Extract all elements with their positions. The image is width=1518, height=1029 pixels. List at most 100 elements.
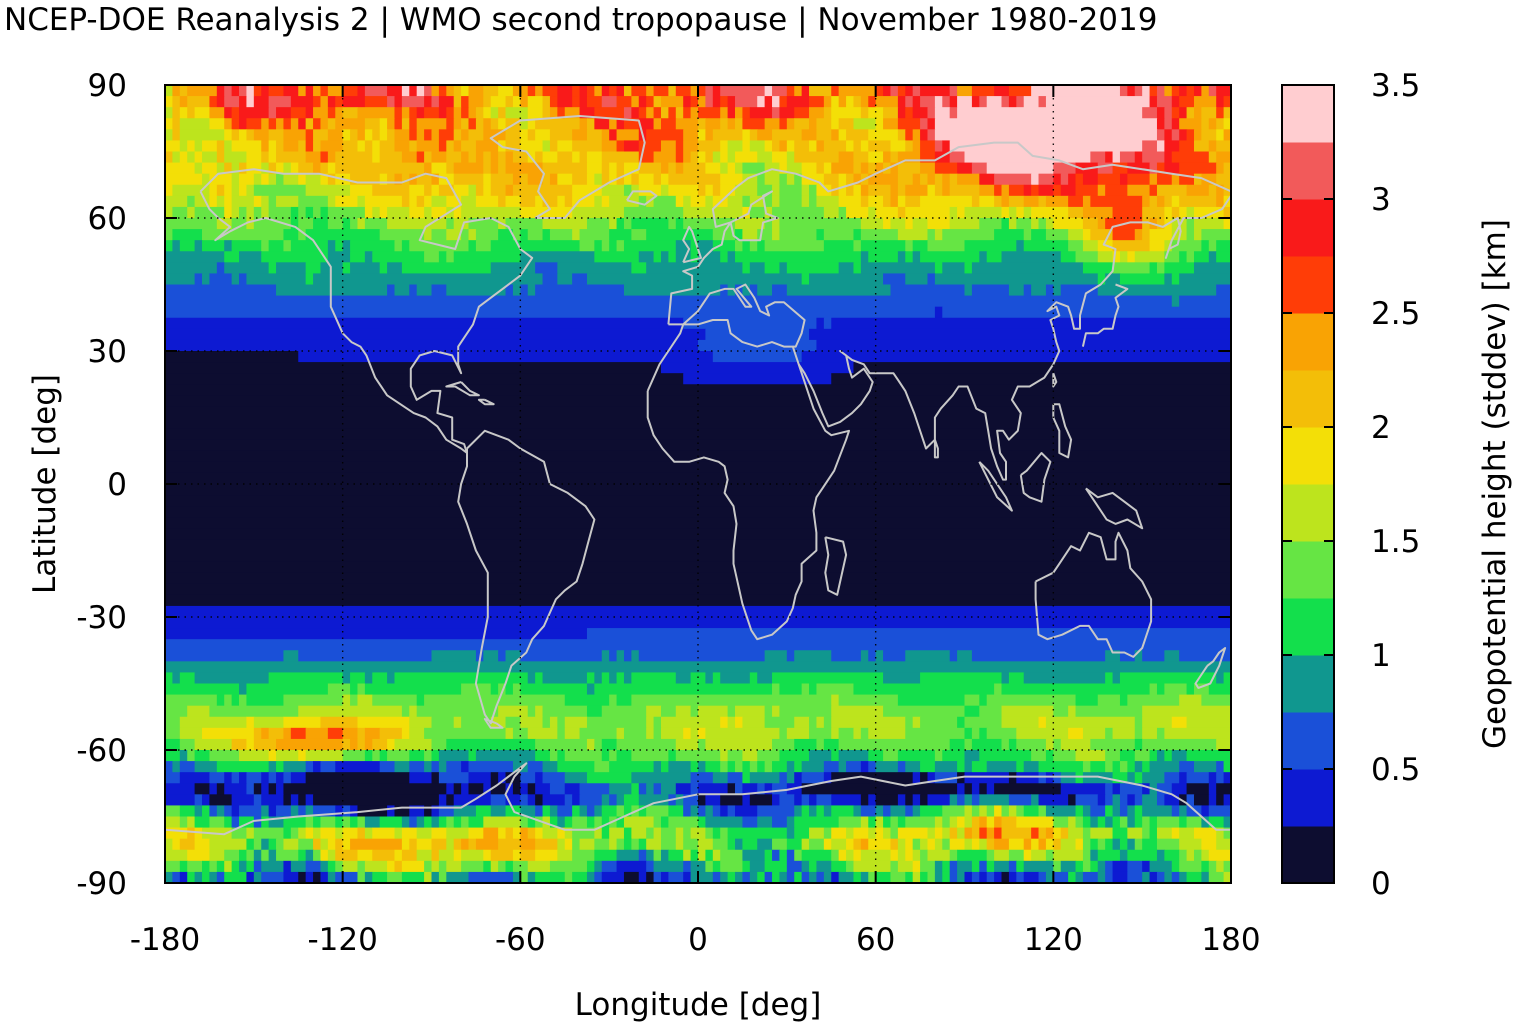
heatmap-cell (823, 827, 832, 840)
heatmap-cell (690, 783, 699, 795)
heatmap-cell (1016, 772, 1040, 784)
heatmap-cell (934, 827, 943, 840)
heatmap-cell (483, 118, 492, 130)
heatmap-cell (586, 628, 1231, 640)
heatmap-cell (994, 195, 1003, 208)
heatmap-cell (261, 85, 270, 97)
colorbar-tick-label: 0.5 (1371, 752, 1420, 788)
heatmap-cell (401, 849, 418, 862)
heatmap-cell (1082, 827, 1091, 840)
heatmap-cell (165, 783, 196, 795)
heatmap-cell (1208, 783, 1217, 795)
heatmap-cell (424, 129, 433, 142)
heatmap-cell (934, 107, 951, 119)
heatmap-cell (616, 794, 625, 807)
heatmap-cell (409, 184, 425, 197)
heatmap-cell (313, 218, 329, 230)
heatmap-cell (246, 118, 262, 130)
heatmap-cell (461, 118, 470, 130)
coastline (1034, 531, 1153, 658)
heatmap-cell (387, 96, 396, 108)
heatmap-cell (964, 738, 973, 751)
heatmap-cell (779, 107, 795, 119)
heatmap-cell (890, 849, 899, 862)
heatmap-cell (216, 184, 225, 197)
heatmap-cell (372, 871, 388, 883)
heatmap-cell (490, 118, 499, 130)
heatmap-cell (305, 794, 314, 807)
heatmap-cell (165, 395, 1231, 408)
y-tick-label: 0 (107, 467, 127, 503)
heatmap-cell (601, 672, 610, 685)
heatmap-cell (1031, 827, 1040, 840)
heatmap-cell (594, 173, 603, 186)
heatmap-cell (675, 140, 684, 153)
heatmap-cell (1001, 218, 1010, 230)
heatmap-cell (586, 85, 595, 97)
heatmap-cell (1119, 650, 1136, 662)
heatmap-cell (623, 162, 640, 175)
heatmap-cell (290, 162, 299, 175)
heatmap-cell (1134, 761, 1143, 773)
heatmap-cell (350, 129, 359, 142)
heatmap-cell (327, 871, 336, 883)
heatmap-cell (920, 140, 936, 153)
heatmap-cell (416, 694, 425, 707)
heatmap-cell (1119, 794, 1128, 807)
heatmap-cell (283, 727, 292, 740)
heatmap-cell (564, 772, 588, 784)
heatmap-cell (1201, 805, 1210, 818)
heatmap-cell (1171, 195, 1180, 208)
heatmap-cell (305, 805, 314, 818)
heatmap-cell (609, 240, 618, 252)
heatmap-cell (712, 240, 736, 252)
heatmap-cell (979, 871, 988, 883)
heatmap-cell (557, 96, 573, 108)
heatmap-cell (772, 85, 788, 97)
heatmap-cell (853, 96, 862, 108)
heatmap-cell (971, 162, 988, 175)
heatmap-cell (905, 85, 914, 97)
heatmap-cell (934, 772, 958, 784)
heatmap-cell (757, 129, 773, 142)
heatmap-cell (1045, 750, 1054, 762)
heatmap-cell (387, 262, 403, 275)
heatmap-cell (934, 118, 1158, 130)
heatmap-cell (290, 107, 307, 119)
heatmap-cell (934, 173, 943, 186)
heatmap-cell (572, 173, 588, 186)
heatmap-cell (209, 794, 233, 807)
heatmap-cell (172, 206, 188, 219)
heatmap-cell (505, 727, 514, 740)
heatmap-cell (1105, 783, 1114, 795)
heatmap-cell (853, 162, 862, 175)
heatmap-cell (735, 96, 758, 108)
heatmap-cell (683, 129, 699, 142)
heatmap-cell (586, 683, 595, 696)
heatmap-cell (964, 783, 973, 795)
heatmap-cell (786, 816, 795, 829)
heatmap-cell (927, 772, 936, 784)
heatmap-cell (276, 262, 307, 275)
heatmap-cell (1016, 860, 1025, 873)
heatmap-cell (187, 140, 196, 153)
heatmap-cell (498, 705, 529, 718)
heatmap-cell (179, 727, 203, 740)
heatmap-cell (394, 118, 403, 130)
heatmap-cell (246, 129, 255, 142)
heatmap-cell (949, 860, 958, 873)
heatmap-cell (357, 849, 373, 862)
heatmap-cell (372, 184, 410, 197)
heatmap-cell (1208, 849, 1231, 862)
coastline (626, 190, 658, 206)
heatmap-cell (187, 705, 211, 718)
heatmap-cell (194, 738, 233, 751)
heatmap-cell (668, 816, 699, 829)
heatmap-cell (742, 229, 758, 241)
heatmap-cell (883, 705, 966, 718)
heatmap-cell (165, 339, 699, 352)
heatmap-cell (520, 772, 536, 784)
heatmap-cell (786, 118, 795, 130)
heatmap-cell (165, 539, 1231, 552)
heatmap-cell (1149, 871, 1158, 883)
